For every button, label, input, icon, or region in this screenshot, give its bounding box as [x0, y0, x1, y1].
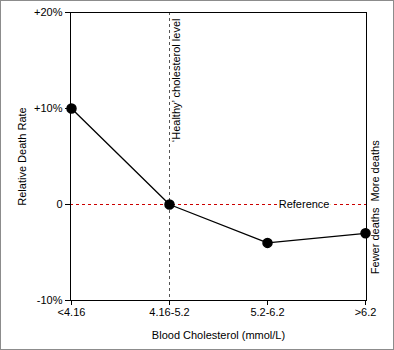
svg-text:4.16-5.2: 4.16-5.2: [149, 306, 189, 318]
svg-text:More deaths: More deaths: [369, 140, 381, 202]
svg-text:+10%: +10%: [34, 102, 63, 114]
svg-text:>6.2: >6.2: [355, 306, 377, 318]
svg-text:Relative Death Rate: Relative Death Rate: [16, 107, 28, 205]
svg-text:Blood Cholesterol (mmol/L): Blood Cholesterol (mmol/L): [152, 329, 285, 341]
svg-text:+20%: +20%: [34, 6, 63, 18]
svg-text:Fewer deaths: Fewer deaths: [369, 207, 381, 274]
svg-text:<4.16: <4.16: [58, 306, 86, 318]
svg-text:0: 0: [56, 198, 62, 210]
svg-text:5.2-6.2: 5.2-6.2: [250, 306, 284, 318]
svg-text:Reference: Reference: [279, 198, 330, 210]
svg-text:-10%: -10%: [37, 294, 63, 306]
svg-text:‘Healthy’ cholesterol level: ‘Healthy’ cholesterol level: [170, 19, 182, 143]
